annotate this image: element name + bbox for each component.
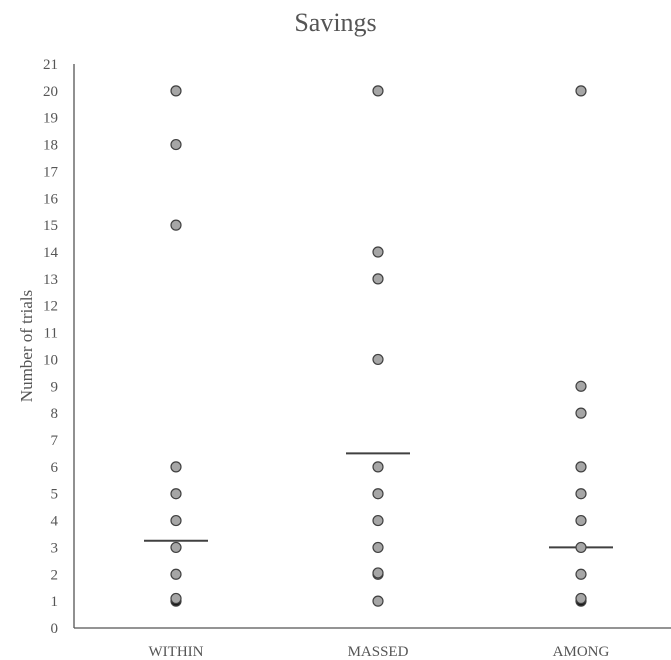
data-point — [170, 488, 182, 500]
y-tick-label: 13 — [43, 272, 58, 288]
data-point — [372, 461, 384, 473]
y-tick-label: 4 — [51, 514, 59, 530]
data-point — [575, 407, 587, 419]
category-labels: WITHIN MASSED AMONG — [149, 644, 610, 660]
y-tick-label: 5 — [51, 487, 59, 503]
chart-title: Savings — [294, 8, 377, 37]
y-tick-label: 2 — [51, 567, 59, 583]
data-point — [170, 461, 182, 473]
y-tick-label: 11 — [44, 326, 58, 342]
data-point — [575, 592, 587, 605]
y-tick-label: 16 — [43, 191, 59, 207]
data-point — [170, 568, 182, 580]
data-point — [575, 514, 587, 527]
data-point — [170, 138, 182, 151]
y-tick-label: 20 — [43, 84, 58, 100]
y-tick-label: 21 — [43, 57, 58, 73]
data-point — [372, 595, 384, 607]
data-point — [170, 219, 182, 231]
data-point — [170, 592, 182, 605]
y-tick-label: 9 — [51, 379, 59, 395]
data-point — [575, 380, 587, 392]
y-tick-label: 8 — [51, 406, 59, 422]
data-point — [372, 514, 384, 527]
data-point — [372, 567, 384, 579]
data-point — [170, 514, 182, 527]
data-point — [575, 568, 587, 580]
y-tick-label: 0 — [51, 621, 59, 637]
y-tick-label: 3 — [51, 540, 59, 556]
data-point — [372, 246, 384, 258]
data-point — [372, 541, 384, 554]
data-point — [575, 85, 587, 97]
y-tick-label: 17 — [43, 164, 59, 180]
data-point — [170, 541, 182, 554]
data-point — [170, 85, 182, 97]
y-tick-label: 1 — [51, 594, 59, 610]
data-point — [372, 85, 384, 97]
x-category-label: WITHIN — [149, 644, 204, 660]
y-tick-label: 19 — [43, 111, 58, 127]
data-point — [575, 541, 587, 554]
y-tick-label: 6 — [51, 460, 59, 476]
y-tick-label: 12 — [43, 299, 58, 315]
x-category-label: AMONG — [553, 644, 610, 660]
y-tick-label: 15 — [43, 218, 58, 234]
data-point — [372, 353, 384, 366]
data-point — [575, 461, 587, 473]
y-tick-label: 7 — [51, 433, 59, 449]
y-tick-label: 10 — [43, 352, 58, 368]
x-category-label: MASSED — [348, 644, 409, 660]
data-point — [372, 488, 384, 500]
data-point — [372, 273, 384, 285]
y-tick-label: 14 — [43, 245, 59, 261]
data-points — [170, 85, 587, 607]
y-tick-label: 18 — [43, 138, 58, 154]
data-point — [575, 488, 587, 500]
